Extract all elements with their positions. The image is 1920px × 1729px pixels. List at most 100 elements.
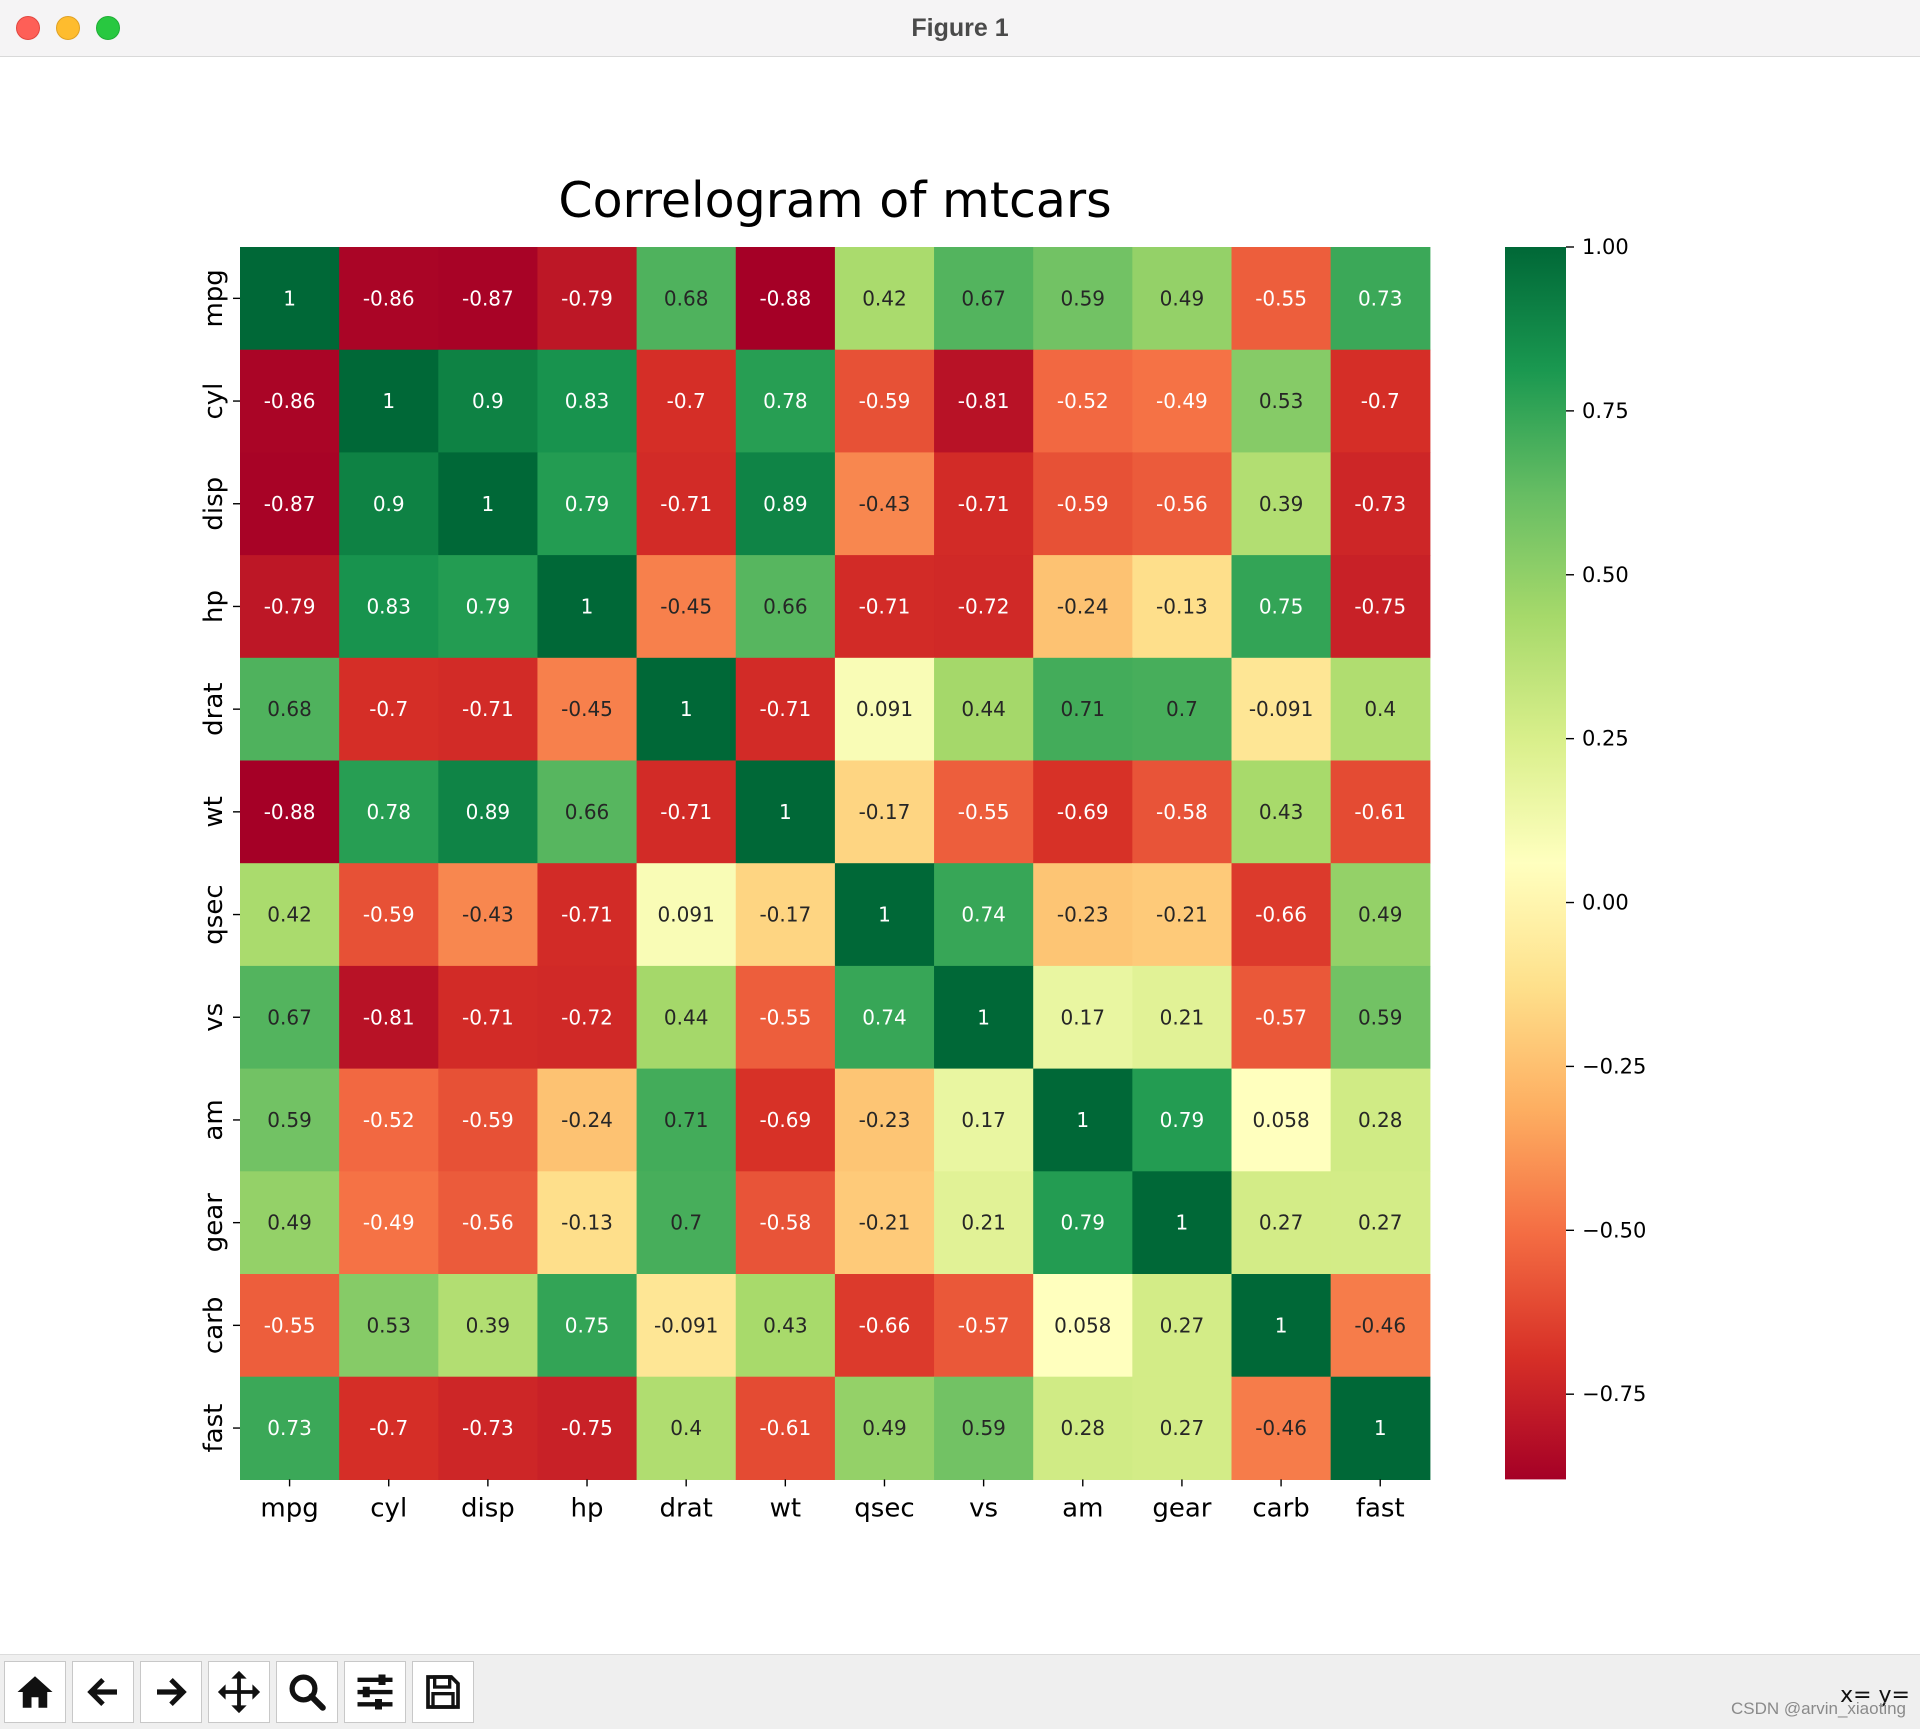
colorbar-tick-label: 1.00 — [1582, 235, 1629, 259]
heatmap-cell — [537, 657, 638, 762]
heatmap-cell — [339, 1274, 439, 1378]
colorbar-tick-label: 0.25 — [1582, 727, 1629, 751]
cell-value-label: -0.091 — [1249, 697, 1313, 721]
heatmap-cell — [240, 452, 340, 556]
colorbar-tick-label: 0.75 — [1582, 399, 1629, 423]
configure-subplots-icon — [357, 1674, 393, 1710]
cell-value-label: -0.58 — [1156, 800, 1208, 824]
heatmap-cell — [339, 452, 439, 556]
cell-value-label: -0.52 — [1057, 389, 1109, 413]
heatmap-cell — [735, 657, 836, 762]
cell-value-label: -0.87 — [264, 492, 316, 516]
colorbar-gradient — [1505, 247, 1566, 1480]
cell-value-label: -0.56 — [1156, 492, 1208, 516]
cell-value-label: 0.44 — [961, 697, 1006, 721]
heatmap-cell — [735, 965, 836, 1070]
heatmap-cell — [339, 760, 439, 864]
heatmap-cell — [537, 555, 638, 659]
heatmap-cell — [1231, 657, 1332, 762]
save-button[interactable] — [412, 1661, 474, 1723]
zoom-window-button[interactable] — [96, 16, 120, 40]
x-tick-label: disp — [461, 1493, 515, 1523]
cell-value-label: 1 — [878, 903, 891, 927]
cell-value-label: 1 — [482, 492, 495, 516]
cell-value-label: -0.75 — [1354, 594, 1406, 618]
cell-value-label: 0.75 — [565, 1313, 610, 1337]
cell-value-label: -0.17 — [759, 903, 811, 927]
heatmap-cell — [934, 863, 1034, 967]
cell-value-label: -0.59 — [363, 903, 415, 927]
heatmap-cell — [438, 863, 539, 967]
heatmap-cell — [339, 965, 439, 1070]
heatmap-cell — [1132, 965, 1233, 1070]
cell-value-label: -0.7 — [369, 697, 408, 721]
heatmap-cell — [934, 1068, 1034, 1172]
pan-button[interactable] — [208, 1661, 270, 1723]
zoom-button[interactable] — [276, 1661, 338, 1723]
cell-value-label: -0.45 — [561, 697, 613, 721]
heatmap-cell — [339, 349, 439, 453]
heatmap-cell — [934, 1376, 1034, 1480]
cell-value-label: 0.091 — [856, 697, 913, 721]
cell-value-label: 0.39 — [1259, 492, 1304, 516]
heatmap-cell — [1231, 965, 1332, 1070]
heatmap-cell — [735, 863, 836, 967]
heatmap-cell — [1033, 349, 1133, 453]
cell-value-label: 0.68 — [664, 286, 709, 310]
cell-value-label: 0.42 — [267, 903, 312, 927]
cell-value-label: -0.69 — [1057, 800, 1109, 824]
heatmap-cell — [240, 1171, 340, 1275]
colorbar: 1.00 0.75 0.50 0.25 0.00 −0.25 −0.50 −0.75 — [1505, 235, 1646, 1480]
minimize-window-button[interactable] — [56, 16, 80, 40]
cell-value-label: -0.59 — [462, 1108, 514, 1132]
cell-value-label: 0.59 — [1061, 286, 1106, 310]
home-button[interactable] — [4, 1661, 66, 1723]
heatmap-cell — [735, 452, 836, 556]
heatmap: 1 -0.86 -0.87 -0.79 0.68 -0.88 0.42 0.67 0.59 0.4… — [240, 247, 1431, 1480]
heatmap-cell — [636, 1376, 737, 1480]
cell-value-label: -0.73 — [462, 1416, 514, 1440]
heatmap-cell — [240, 657, 340, 762]
cell-value-label: -0.81 — [363, 1005, 415, 1029]
back-icon — [87, 1678, 117, 1706]
heatmap-cell — [1330, 657, 1431, 762]
heatmap-cell — [1330, 1274, 1431, 1378]
heatmap-cell — [438, 555, 539, 659]
x-tick-label: drat — [660, 1493, 713, 1523]
back-button[interactable] — [72, 1661, 134, 1723]
heatmap-cell — [240, 1274, 340, 1378]
heatmap-cell — [636, 1274, 737, 1378]
cell-value-label: -0.71 — [561, 903, 613, 927]
cell-value-label: 0.27 — [1160, 1416, 1205, 1440]
heatmap-cell — [934, 349, 1034, 453]
cell-value-label: 0.44 — [664, 1005, 709, 1029]
heatmap-cell — [1132, 1274, 1233, 1378]
heatmap-cell — [934, 965, 1034, 1070]
cell-value-label: 0.058 — [1054, 1313, 1111, 1337]
forward-button[interactable] — [140, 1661, 202, 1723]
cell-value-label: -0.21 — [1156, 903, 1208, 927]
heatmap-cell — [735, 1068, 836, 1172]
cell-value-label: 0.27 — [1358, 1211, 1403, 1235]
cell-value-label: -0.86 — [363, 286, 415, 310]
x-tick-label: fast — [1356, 1493, 1405, 1523]
close-window-button[interactable] — [16, 16, 40, 40]
heatmap-cell — [438, 247, 539, 351]
cell-value-label: -0.24 — [561, 1108, 613, 1132]
heatmap-cell — [339, 1068, 439, 1172]
cell-value-label: -0.23 — [859, 1108, 911, 1132]
x-tick-label: carb — [1252, 1493, 1309, 1523]
heatmap-cell — [834, 1068, 935, 1172]
x-tick-label: hp — [571, 1493, 604, 1523]
heatmap-cell — [735, 760, 836, 864]
cell-value-label: 0.53 — [1259, 389, 1304, 413]
configure-subplots-button[interactable] — [344, 1661, 406, 1723]
cell-value-label: 0.17 — [1061, 1005, 1106, 1029]
cell-value-label: 0.058 — [1252, 1108, 1309, 1132]
cell-value-label: -0.71 — [660, 800, 712, 824]
cell-value-label: 0.28 — [1061, 1416, 1106, 1440]
cell-value-label: 1 — [1374, 1416, 1387, 1440]
heatmap-cell — [537, 247, 638, 351]
cell-value-label: 0.21 — [1160, 1005, 1205, 1029]
heatmap-cell — [537, 863, 638, 967]
